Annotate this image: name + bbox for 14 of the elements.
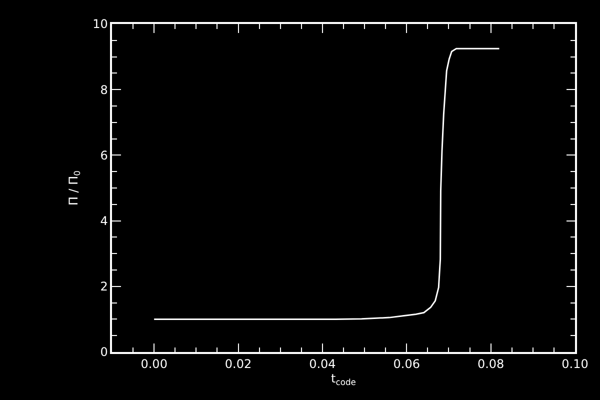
y-tick-label: 10	[92, 17, 108, 32]
x-tick-label: 0.06	[393, 357, 420, 372]
x-tick-label: 0.08	[477, 357, 504, 372]
y-tick-label: 4	[100, 214, 108, 228]
y-tick-label: 0	[100, 345, 108, 360]
x-tick-label: 0.02	[224, 357, 252, 372]
x-tick-label: 0.10	[562, 357, 588, 372]
line-series	[153, 48, 500, 320]
y-tick-label: 2	[100, 280, 108, 294]
x-axis-title: t$_{code}$	[331, 372, 356, 388]
x-tick-label: 0.00	[140, 357, 168, 372]
y-tick-label: 6	[100, 148, 108, 162]
y-tick-label: 8	[100, 82, 108, 97]
x-tick-label: 0.04	[309, 357, 336, 372]
